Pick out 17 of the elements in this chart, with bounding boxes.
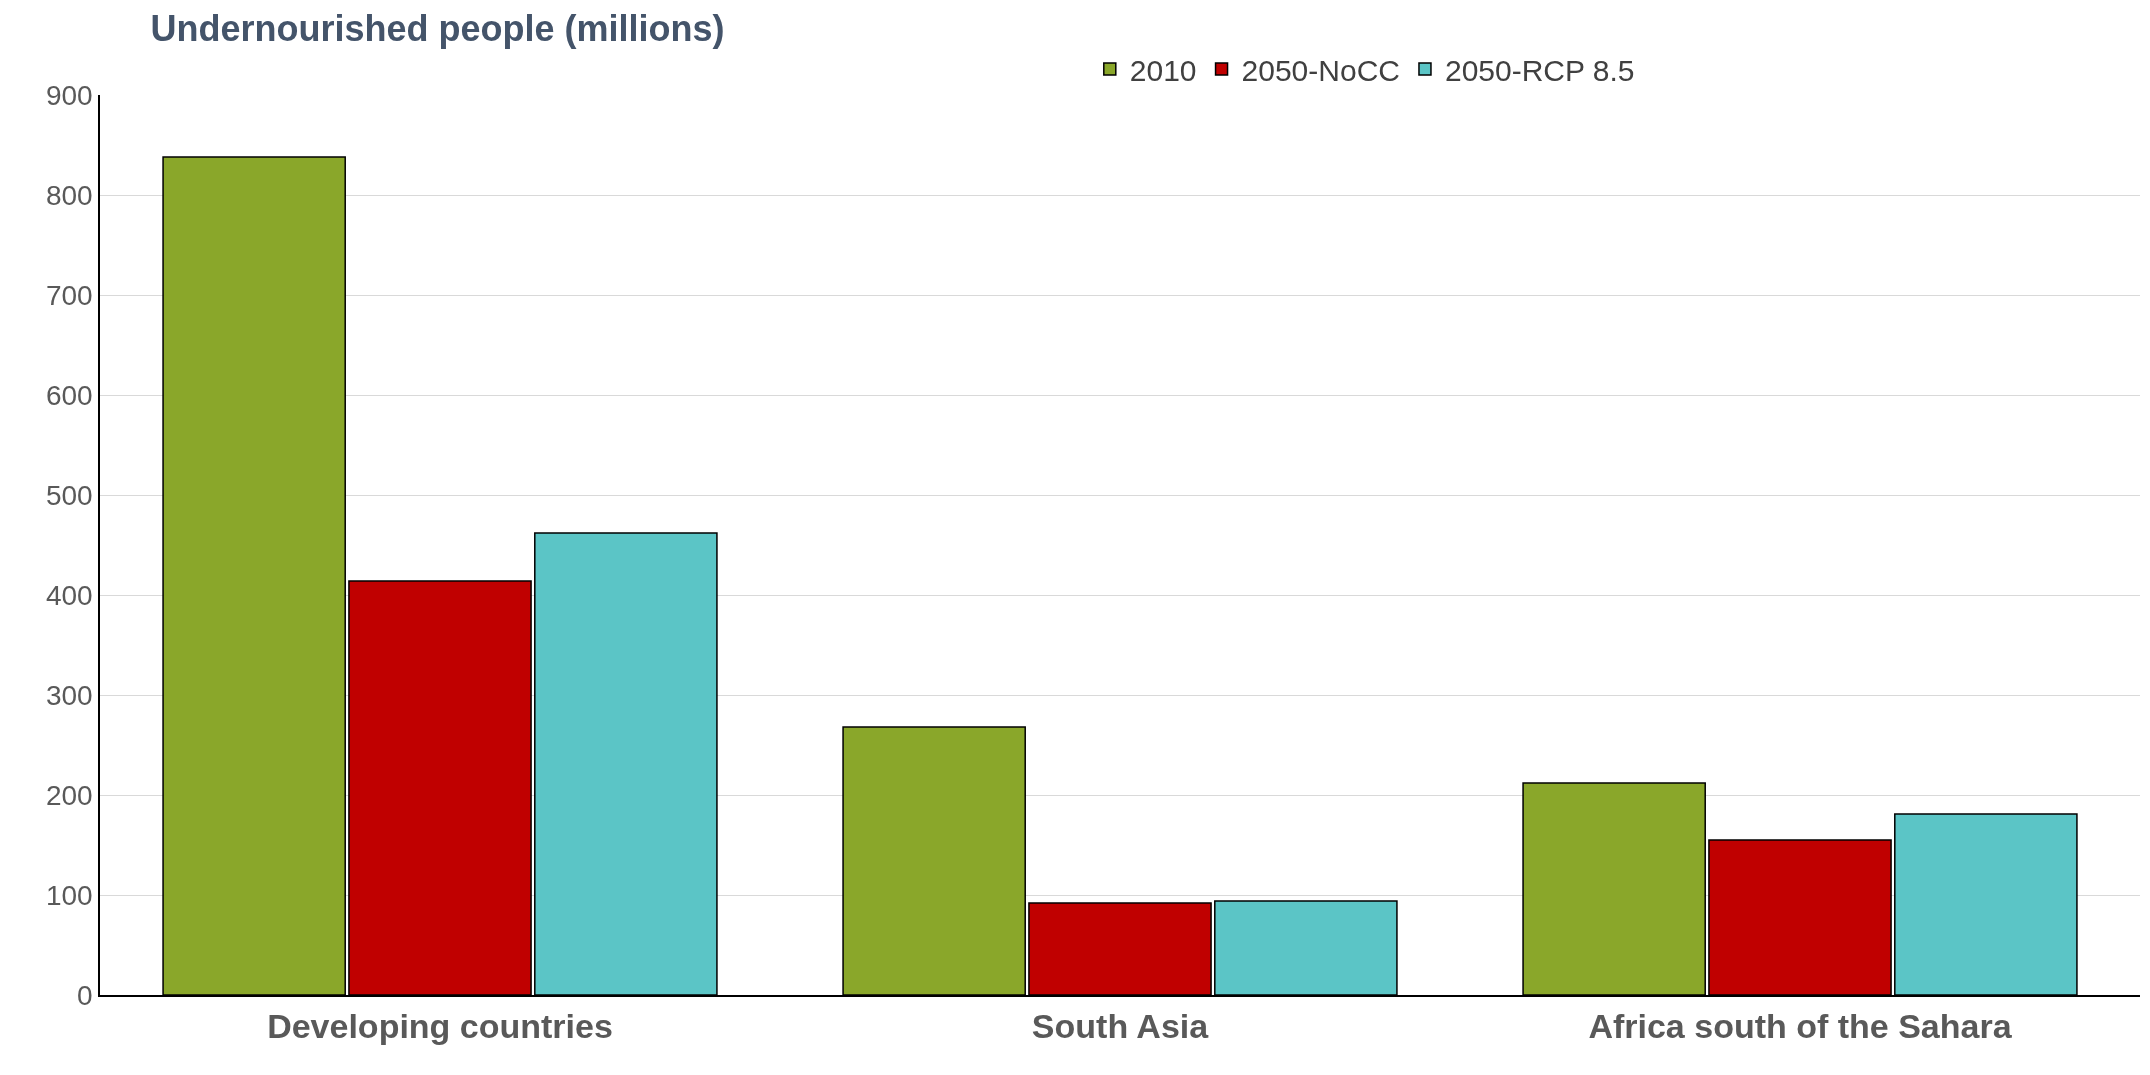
y-tick-label: 900 (45, 79, 93, 111)
legend-label: 2050-RCP 8.5 (1444, 53, 1635, 87)
y-tick-label: 400 (45, 579, 93, 611)
legend-label: 2050-NoCC (1241, 53, 1400, 87)
y-tick-label: 500 (45, 479, 93, 511)
y-tick-label: 700 (45, 279, 93, 311)
y-tick-label: 300 (45, 679, 93, 711)
y-tick-label: 600 (45, 379, 93, 411)
x-tick-label: Developing countries (267, 1006, 613, 1045)
x-tick-label: Africa south of the Sahara (1588, 1006, 2013, 1045)
y-tick-label: 800 (45, 179, 93, 211)
legend-label: 2010 (1129, 53, 1197, 87)
y-tick-label: 100 (45, 879, 93, 911)
y-tick-label: 0 (77, 979, 93, 1011)
chart-title: Undernourished people (millions) (150, 8, 725, 50)
y-tick-label: 200 (45, 779, 93, 811)
x-tick-label: South Asia (1031, 1006, 1210, 1045)
